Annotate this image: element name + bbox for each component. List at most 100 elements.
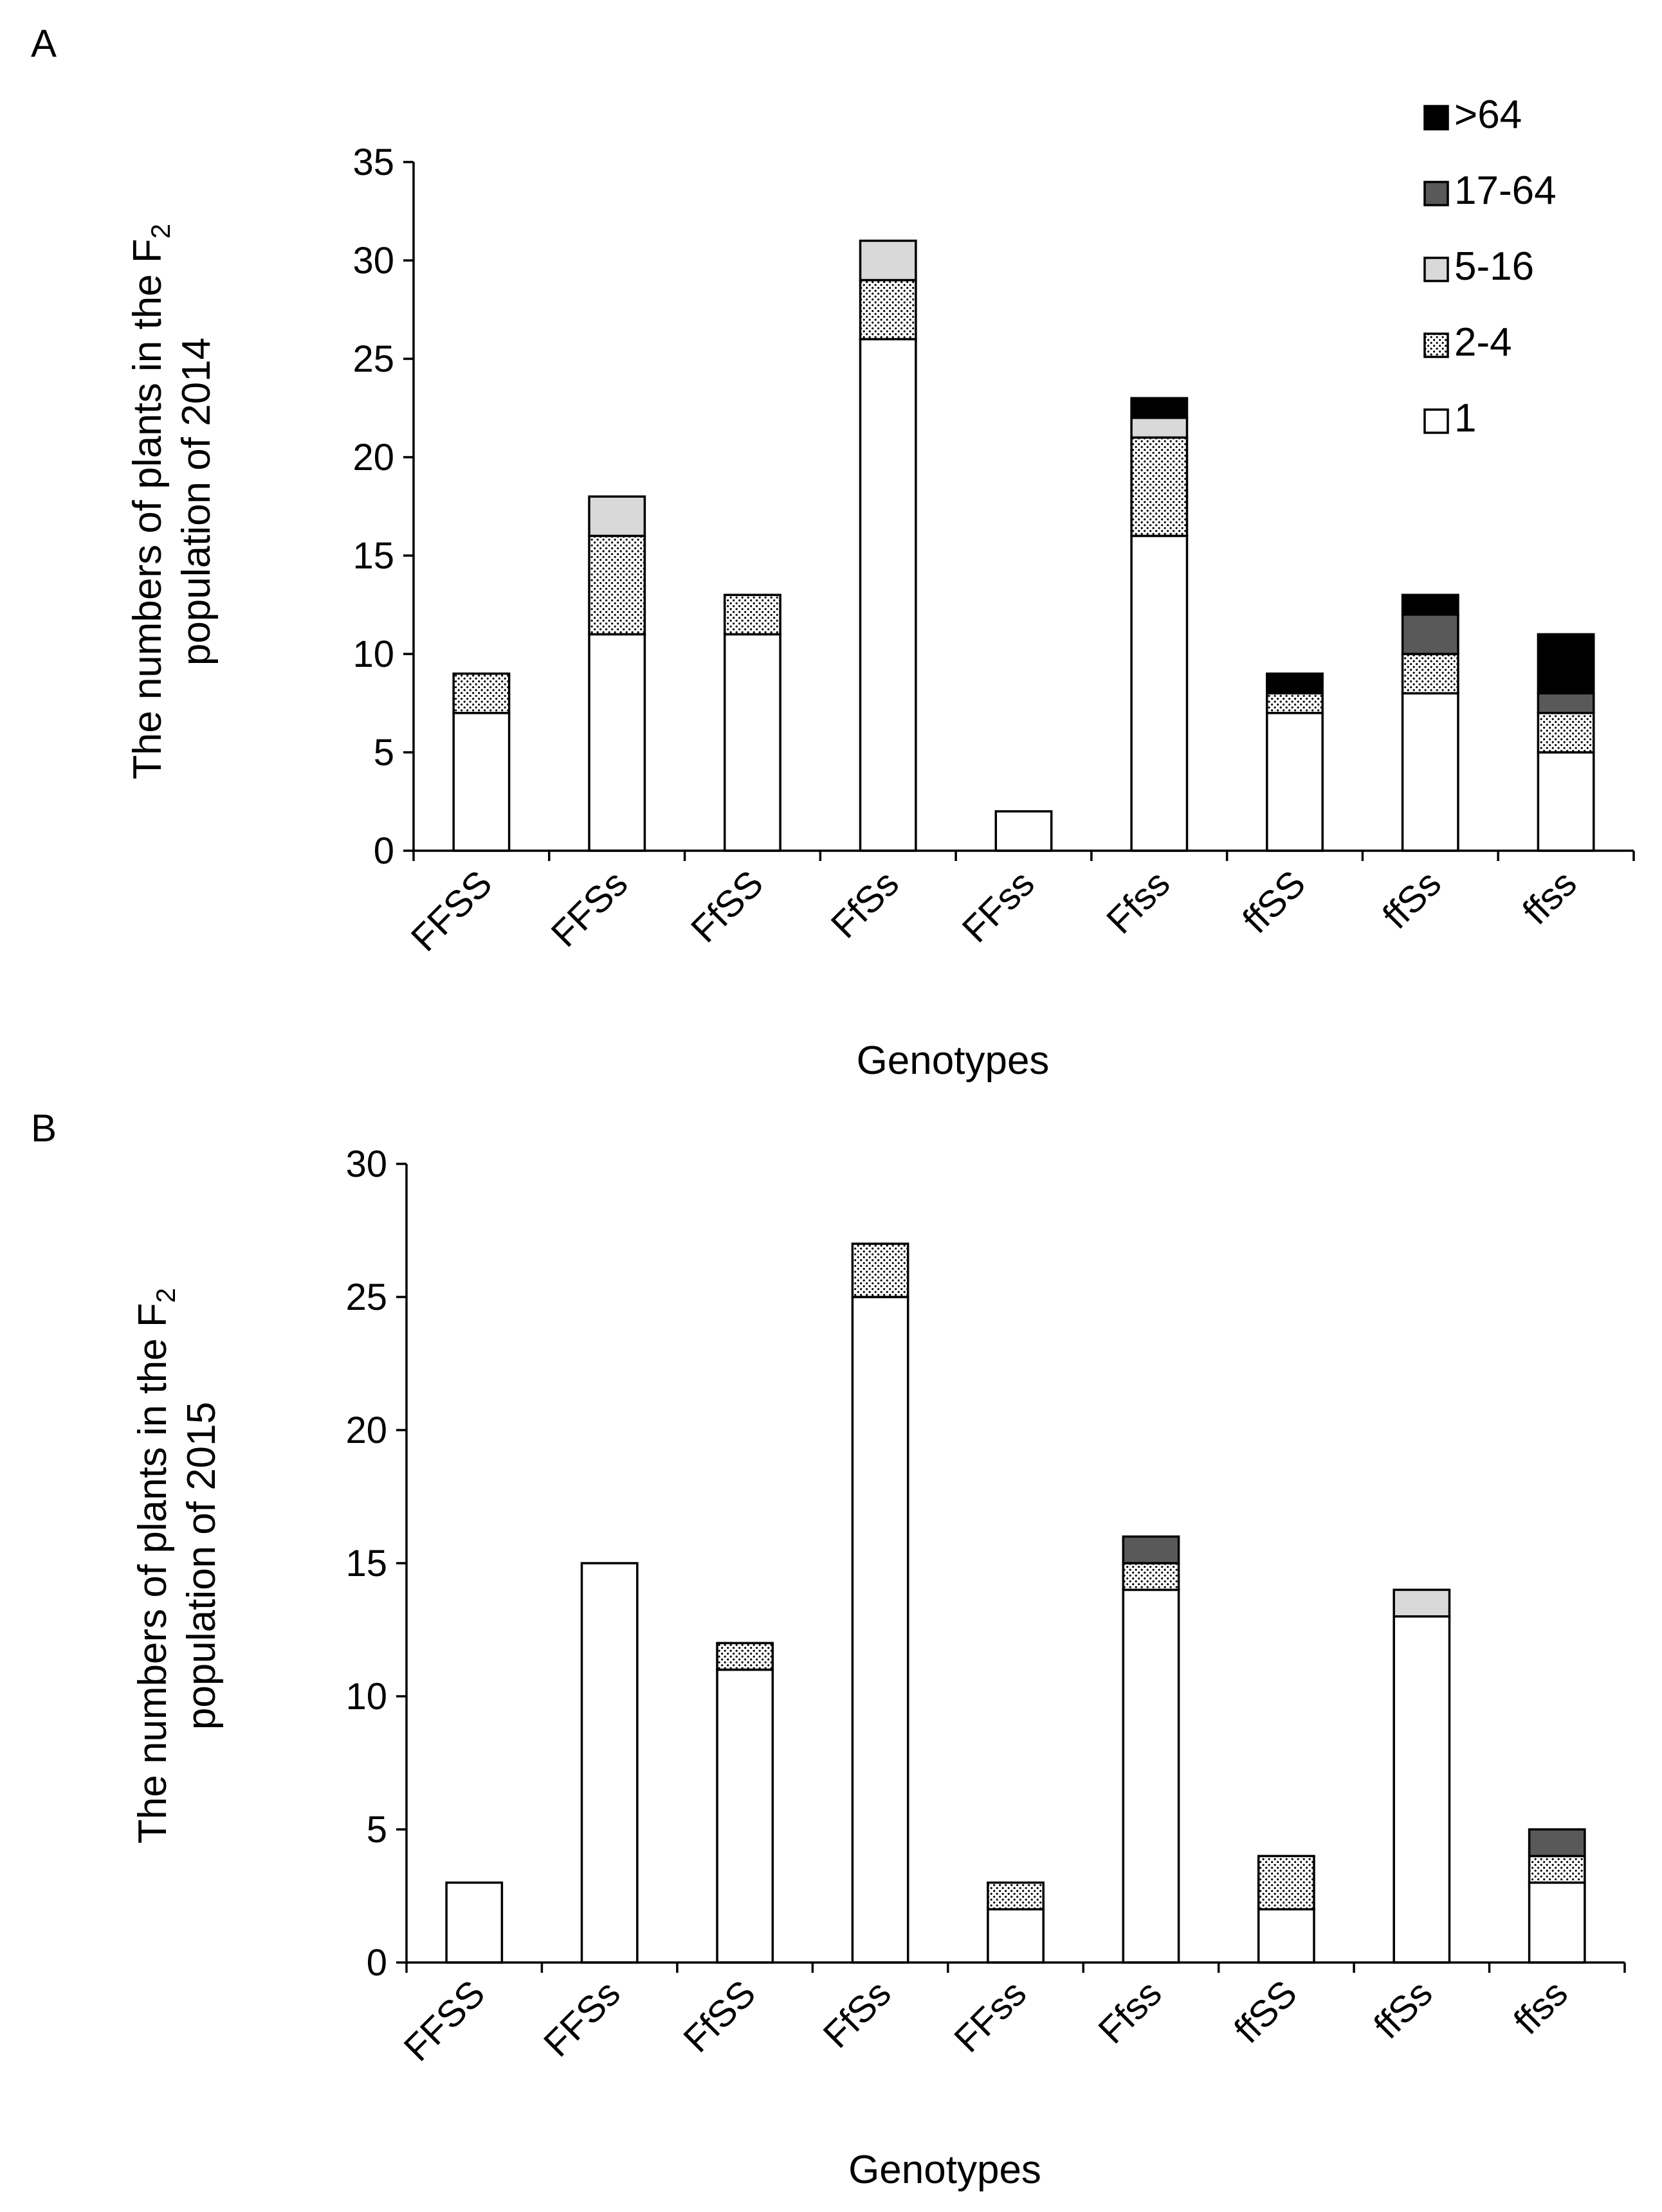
panel-label: A <box>31 22 57 65</box>
legend-swatch-gt64 <box>1423 105 1449 131</box>
legend-label-2-4: 2-4 <box>1454 320 1512 365</box>
y-tick-label: 30 <box>345 1143 387 1185</box>
bar-segment-ffss-1 <box>580 1562 639 1964</box>
bar-segment-ffss-5-16 <box>859 239 917 282</box>
bar-segment-ffss-17-64 <box>1537 692 1595 714</box>
bar-segment-ffss-gt64 <box>1537 633 1595 694</box>
legend-swatch-17-64 <box>1423 181 1449 206</box>
bar-segment-ffss-5-16 <box>1130 417 1189 439</box>
legend-label-gt64: >64 <box>1454 93 1522 137</box>
y-axis-title-subscript: 2 <box>151 1288 181 1303</box>
x-tick-label-ffss: ffSs <box>1366 1972 1441 2047</box>
bar-segment-ffss-17-64 <box>1122 1535 1180 1564</box>
y-tick-label: 10 <box>345 1676 387 1718</box>
bar-segment-ffss-2-4 <box>1537 712 1595 754</box>
y-axis-title: The numbers of plants in the F2populatio… <box>125 224 219 779</box>
y-tick-label: 25 <box>352 338 394 380</box>
y-tick-label: 30 <box>352 240 394 282</box>
x-tick-label-ffss: FFSs <box>543 862 635 955</box>
panel-label: B <box>31 1107 57 1150</box>
y-tick-label: 10 <box>352 633 394 675</box>
y-tick-label: 5 <box>374 732 394 774</box>
bar-segment-ffss-2-4 <box>1257 1854 1315 1910</box>
bar-segment-ffss-17-64 <box>1528 1828 1586 1858</box>
y-axis-title-line1: The numbers of plants in the F2 <box>131 1288 181 1844</box>
x-tick-label-ffss: ffss <box>1506 1972 1576 2042</box>
y-tick-label: 20 <box>345 1410 387 1451</box>
bar-segment-ffss-1 <box>1537 751 1595 852</box>
x-tick-label-ffss: FFss <box>946 1972 1034 2060</box>
x-axis-title: Genotypes <box>848 2148 1041 2192</box>
bar-segment-ffss-2-4 <box>1266 692 1324 714</box>
x-tick-label-ffss: ffSs <box>1374 862 1449 937</box>
y-axis-title-line1: The numbers of plants in the F2 <box>125 224 176 779</box>
y-tick-label: 20 <box>352 437 394 478</box>
bar-segment-ffss-1 <box>987 1908 1045 1964</box>
x-tick-label-ffss: ffSS <box>1226 1972 1305 2051</box>
bar-segment-ffss-1 <box>1122 1588 1180 1964</box>
x-tick-label-ffss: FfSS <box>683 862 771 950</box>
bar-segment-ffss-2-4 <box>1401 653 1459 694</box>
bar-segment-ffss-1 <box>1257 1908 1315 1964</box>
bar-segment-ffss-2-4 <box>716 1642 774 1671</box>
x-tick-label-ffss: FFSS <box>403 862 500 959</box>
y-tick-label: 0 <box>367 1942 387 1984</box>
bar-segment-ffss-1 <box>588 633 646 852</box>
legend-swatch-2-4 <box>1423 332 1449 358</box>
bar-segment-ffss-5-16 <box>588 495 646 538</box>
bar-segment-ffss-5-16 <box>1393 1588 1451 1618</box>
bar-segment-ffss-2-4 <box>859 278 917 341</box>
bar-segment-ffss-1 <box>452 712 511 852</box>
legend-label-5-16: 5-16 <box>1454 244 1534 289</box>
bar-segment-ffss-17-64 <box>1401 613 1459 655</box>
x-tick-label-ffss: Ffss <box>1090 1972 1169 2051</box>
bar-segment-ffss-1 <box>851 1296 909 1964</box>
bar-segment-ffss-1 <box>994 810 1053 852</box>
legend-label-17-64: 17-64 <box>1454 168 1557 213</box>
bar-segment-ffss-2-4 <box>851 1242 909 1298</box>
bar-segment-ffss-2-4 <box>1122 1562 1180 1591</box>
y-tick-label: 5 <box>367 1809 387 1851</box>
bar-segment-ffss-gt64 <box>1266 672 1324 694</box>
y-tick-label: 25 <box>345 1276 387 1318</box>
y-axis-title-line2: population of 2014 <box>174 338 219 666</box>
x-tick-label-ffss: FfSs <box>823 862 907 946</box>
bar-segment-ffss-1 <box>1401 692 1459 852</box>
y-axis-title: The numbers of plants in the F2populatio… <box>131 1288 224 1844</box>
bar-segment-ffss-1 <box>1528 1881 1586 1964</box>
x-tick-label-ffss: FfSS <box>675 1972 763 2060</box>
x-tick-label-ffss: FFSs <box>536 1972 628 2065</box>
legend-swatch-5-16 <box>1423 257 1449 282</box>
y-axis-title-subscript: 2 <box>145 224 176 239</box>
x-tick-label-ffss: FFSS <box>396 1972 493 2069</box>
bar-segment-ffss-gt64 <box>1130 397 1189 419</box>
bar-segment-ffss-1 <box>723 633 781 852</box>
bar-segment-ffss-1 <box>1393 1615 1451 1964</box>
y-axis-title-line2: population of 2015 <box>179 1402 224 1730</box>
y-tick-label: 15 <box>352 535 394 577</box>
y-tick-label: 15 <box>345 1543 387 1584</box>
legend-label-1: 1 <box>1454 396 1476 440</box>
bar-segment-ffss-2-4 <box>987 1881 1045 1910</box>
legend-swatch-1 <box>1423 408 1449 434</box>
bar-segment-ffss-2-4 <box>723 594 781 636</box>
x-tick-label-ffss: FfSs <box>815 1972 899 2056</box>
bar-segment-ffss-gt64 <box>1401 594 1459 616</box>
x-axis-title: Genotypes <box>857 1038 1050 1083</box>
x-tick-label-ffss: Ffss <box>1099 862 1178 941</box>
bar-segment-ffss-2-4 <box>588 534 646 636</box>
bar-segment-ffss-1 <box>445 1881 504 1964</box>
x-tick-label-ffss: ffSS <box>1235 862 1314 941</box>
bar-segment-ffss-1 <box>716 1668 774 1964</box>
x-tick-label-ffss: ffss <box>1515 862 1585 932</box>
y-tick-label: 35 <box>352 141 394 183</box>
bar-segment-ffss-1 <box>1266 712 1324 852</box>
bar-segment-ffss-1 <box>1130 534 1189 852</box>
bar-segment-ffss-1 <box>859 338 917 852</box>
bar-segment-ffss-2-4 <box>1130 436 1189 538</box>
bar-segment-ffss-2-4 <box>452 672 511 714</box>
